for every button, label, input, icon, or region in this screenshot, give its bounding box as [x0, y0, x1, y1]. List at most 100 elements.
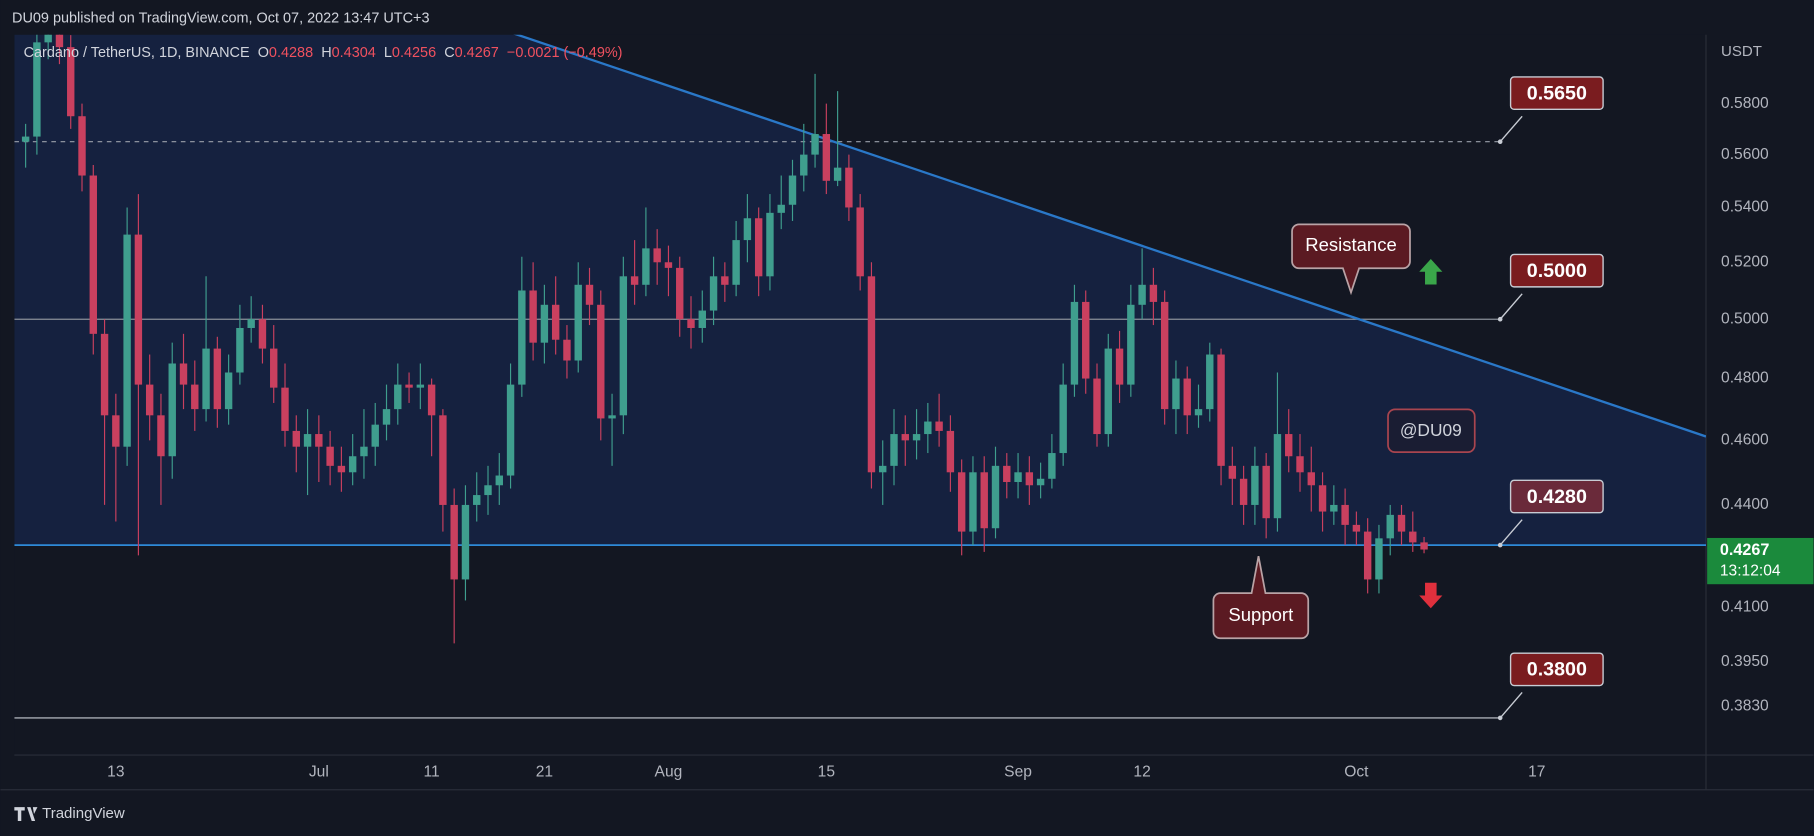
candle-body — [867, 276, 876, 473]
candle-body — [1160, 301, 1169, 410]
candle-body — [698, 310, 706, 328]
candle-body — [360, 446, 368, 457]
candle-body — [619, 276, 628, 416]
candle-body — [766, 212, 774, 277]
candle-body — [980, 472, 988, 529]
candle-body — [1206, 354, 1214, 410]
candle-body — [585, 284, 594, 305]
candle-body — [822, 134, 831, 181]
publisher: DU09 published on TradingView.com, Oct 0… — [12, 10, 429, 26]
x-tick-label: 17 — [1528, 764, 1545, 781]
candle-body — [1397, 514, 1406, 532]
candle-body — [642, 248, 650, 285]
candle-body — [1352, 524, 1361, 532]
candle-body — [845, 167, 853, 208]
candle-body — [1420, 542, 1428, 550]
candle-body — [247, 319, 255, 328]
candle-body — [687, 319, 695, 328]
candle-body — [371, 424, 379, 447]
ohlc-label: C — [444, 45, 454, 61]
ohlc-value: 0.4267 — [455, 45, 499, 61]
candle-body — [1048, 453, 1056, 479]
x-tick-label: Sep — [1004, 764, 1032, 781]
candle-body — [540, 304, 549, 343]
candle-body — [484, 485, 492, 496]
candle-body — [1115, 348, 1124, 385]
candle-body — [1318, 485, 1327, 512]
candle-body — [529, 290, 537, 343]
candle-body — [157, 415, 165, 457]
logo-mark — [14, 807, 38, 821]
candle-body — [1149, 284, 1158, 302]
candle-body — [303, 434, 312, 447]
resistance-callout — [1291, 223, 1411, 296]
candle-body — [281, 387, 289, 431]
last-price: 0.4267 — [1720, 541, 1769, 559]
down-arrow — [1419, 582, 1443, 609]
candle-body — [901, 434, 909, 441]
candle-body — [202, 348, 210, 410]
candle-body — [890, 434, 898, 466]
candle-body — [1330, 504, 1338, 512]
x-tick-label: 13 — [107, 764, 124, 781]
candle-body — [788, 175, 797, 205]
overlay: Resistance Support @DU09 0.5650 0.5000 0.4… — [1212, 76, 1604, 721]
level-label: 0.4280 — [1527, 486, 1587, 508]
candle-body — [450, 504, 458, 580]
x-tick-label: 15 — [818, 764, 836, 781]
level-pointer — [1499, 691, 1523, 719]
y-tick-label: 0.3830 — [1721, 698, 1769, 715]
level-pointer-tip — [1497, 316, 1503, 322]
candle-body — [1307, 472, 1315, 486]
candle-body — [743, 218, 752, 241]
candle-body — [315, 434, 323, 447]
candle-body — [1104, 348, 1112, 435]
candle-body — [1014, 472, 1022, 483]
level-pointer — [1499, 293, 1523, 320]
candle-body — [1341, 504, 1349, 525]
y-tick-label: 0.5600 — [1721, 146, 1769, 163]
candle-body — [597, 304, 605, 419]
candle-body — [630, 276, 639, 285]
y-tick-label: 0.5000 — [1721, 310, 1769, 327]
level-label-box — [1509, 253, 1604, 288]
candle-body — [676, 267, 684, 320]
candle-body — [439, 415, 447, 505]
candle-body — [78, 116, 86, 176]
candle-body — [427, 384, 436, 416]
candle-body — [1273, 434, 1282, 519]
candle-body — [416, 384, 425, 388]
x-tick-label: Oct — [1344, 764, 1369, 781]
candle-body — [67, 47, 75, 117]
candle-body — [721, 276, 729, 285]
candle-body — [1409, 531, 1417, 543]
level-pointer — [1499, 519, 1523, 546]
candle-body — [270, 348, 278, 388]
candle-body — [213, 348, 222, 410]
level-label-box — [1509, 76, 1604, 111]
ohlc-header: Cardano / TetherUS, 1D, BINANCE O0.4288 H0… — [24, 45, 623, 61]
level-label: 0.5000 — [1527, 260, 1587, 282]
candle-body — [1082, 301, 1090, 379]
symbol-title: Cardano / TetherUS, 1D, BINANCE — [24, 45, 250, 61]
ohlc-value: 0.4288 — [269, 45, 313, 61]
level-label-box — [1509, 652, 1604, 687]
candle-body — [856, 207, 864, 277]
candle-body — [574, 284, 582, 361]
candle-body — [168, 363, 176, 457]
candle-body — [258, 319, 267, 349]
candle-body — [134, 234, 143, 385]
candle-body — [1025, 472, 1034, 486]
change-label: −0.0021 (−0.49%) — [507, 45, 623, 61]
candle-body — [236, 327, 244, 373]
y-tick-label: 0.3950 — [1721, 653, 1769, 670]
candle-body — [754, 218, 763, 277]
support-label: Support — [1228, 604, 1293, 625]
ohlc-label: L — [384, 45, 392, 61]
candle-body — [1217, 354, 1225, 466]
last-price-tag — [1707, 537, 1814, 585]
candle-body — [1172, 378, 1180, 410]
candle-body — [969, 472, 977, 532]
candle-body — [461, 504, 470, 580]
